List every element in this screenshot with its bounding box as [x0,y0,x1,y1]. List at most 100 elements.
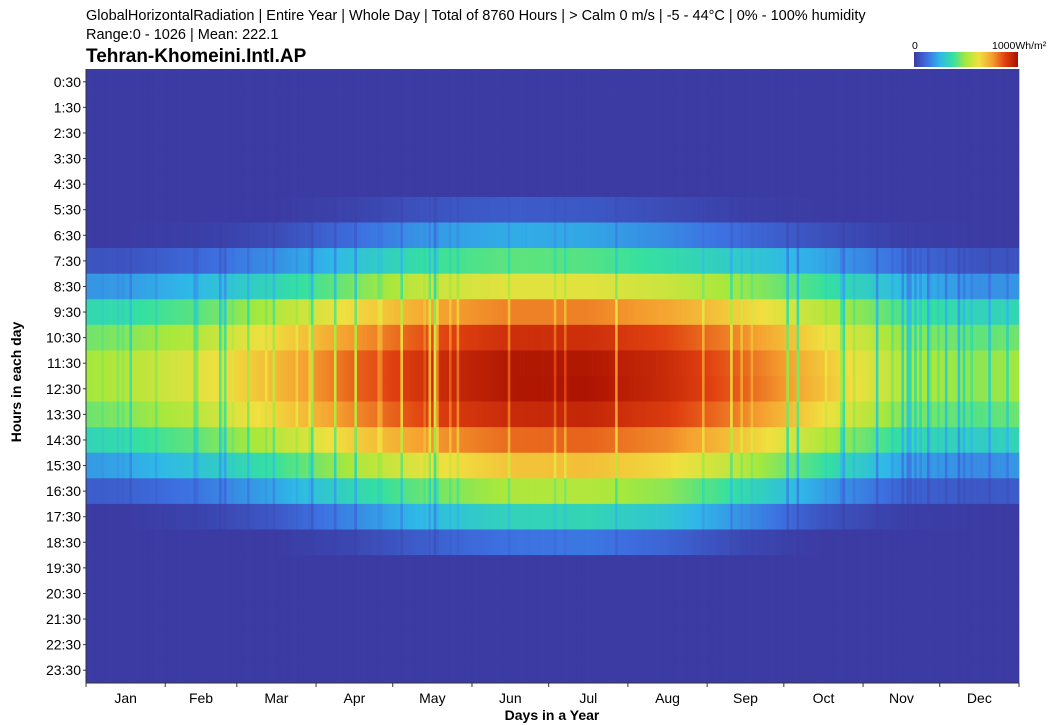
heatmap-cell [175,299,179,326]
heatmap-cell [484,299,488,326]
heatmap-cell [203,248,207,275]
heatmap-cell [745,94,749,121]
heatmap-cell [213,120,217,147]
heatmap-cell [523,145,527,172]
heatmap-cell [750,196,754,223]
heatmap-cell [525,69,529,95]
heatmap-cell [947,248,951,275]
heatmap-cell [584,350,588,377]
heatmap-cell [604,376,608,402]
heatmap-cell [185,376,189,402]
heatmap-cell [949,324,953,351]
heatmap-cell [781,324,785,351]
heatmap-cell [502,324,506,351]
heatmap-cell [152,94,156,121]
heatmap-cell [147,94,151,121]
heatmap-cell [589,401,593,428]
heatmap-cell [587,350,590,377]
heatmap-cell [466,145,470,172]
chart-subtitle-filters: GlobalHorizontalRadiation | Entire Year … [86,8,866,24]
heatmap-cell [947,299,951,326]
heatmap-cell [676,145,680,172]
heatmap-cell [541,94,544,121]
heatmap-cell [702,248,705,275]
heatmap-cell [254,324,258,351]
heatmap-cell [459,222,463,249]
heatmap-cell [794,376,797,402]
heatmap-cell [860,120,864,147]
heatmap-cell [643,401,647,428]
heatmap-cell [592,145,596,172]
heatmap-cell [829,350,833,377]
heatmap-cell [484,120,488,147]
heatmap-cell [604,299,608,326]
heatmap-cell [287,401,291,428]
heatmap-cell [809,324,813,351]
heatmap-cell [673,94,677,121]
heatmap-cell [390,376,394,402]
heatmap-cell [952,248,956,275]
heatmap-cell [213,94,217,121]
heatmap-cell [730,324,734,351]
heatmap-cell [891,376,895,402]
heatmap-cell [607,376,611,402]
heatmap-cell [489,350,493,377]
heatmap-cell [295,120,299,147]
heatmap-cell [482,376,486,402]
heatmap-cell [1016,171,1020,198]
heatmap-cell [985,69,989,95]
heatmap-cell [175,145,179,172]
heatmap-cell [119,69,123,95]
heatmap-cell [364,299,368,326]
heatmap-cell [441,196,445,223]
heatmap-cell [653,69,657,95]
heatmap-cell [653,248,657,275]
heatmap-cell [111,401,115,428]
heatmap-cell [295,273,299,300]
heatmap-cell [840,145,843,172]
heatmap-cell [310,94,314,121]
heatmap-cell [129,324,133,351]
heatmap-cell [962,222,966,249]
heatmap-cell [538,248,542,275]
heatmap-cell [1016,324,1020,351]
heatmap-cell [374,376,378,402]
heatmap-cell [456,324,460,351]
heatmap-cell [845,120,849,147]
heatmap-cell [241,171,245,198]
heatmap-cell [170,273,174,300]
heatmap-cell [344,299,348,326]
heatmap-cell [234,376,238,402]
heatmap-cell [160,69,164,95]
heatmap-cell [819,350,823,377]
heatmap-cell [175,222,179,249]
heatmap-cell [737,196,741,223]
heatmap-cell [957,171,961,198]
heatmap-cell [556,145,560,172]
heatmap-cell [886,376,889,402]
heatmap-cell [464,401,468,428]
heatmap-cell [201,171,204,198]
heatmap-cell [543,376,547,402]
heatmap-cell [548,145,552,172]
heatmap-cell [91,94,95,121]
heatmap-cell [252,324,256,351]
heatmap-cell [134,222,138,249]
heatmap-cell [341,273,345,300]
heatmap-cell [776,145,780,172]
heatmap-cell [165,69,169,95]
heatmap-cell [282,376,286,402]
heatmap-cell [727,94,731,121]
heatmap-cell [760,376,764,402]
heatmap-cell [454,376,457,402]
heatmap-cell [837,69,841,95]
heatmap-cell [691,401,695,428]
heatmap-cell [569,376,573,402]
heatmap-cell [978,376,982,402]
heatmap-cell [109,171,112,198]
heatmap-cell [561,273,565,300]
heatmap-cell [957,196,961,223]
heatmap-cell [832,324,836,351]
heatmap-cell [454,248,457,275]
heatmap-cell [413,94,417,121]
